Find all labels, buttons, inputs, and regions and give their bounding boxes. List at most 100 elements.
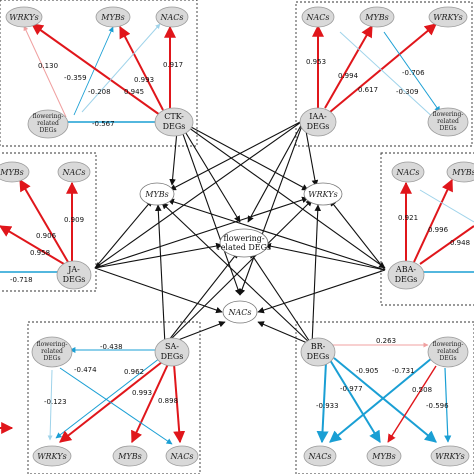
iaa-weight-4: 0.617 xyxy=(358,86,378,94)
svg-text:NACs: NACs xyxy=(169,452,193,461)
svg-text:related: related xyxy=(37,120,59,127)
ctk-weight-7: -0.567 xyxy=(92,120,115,128)
ja-weight-4: -0.718 xyxy=(10,276,33,284)
ctk-edges xyxy=(23,23,176,127)
ctk-hub-node: CTK- DEGs xyxy=(154,107,194,137)
ja-edges xyxy=(0,178,78,273)
iaa-weight-1: 0.953 xyxy=(306,58,326,66)
svg-text:flowering-: flowering- xyxy=(37,341,68,348)
svg-text:DEGs: DEGs xyxy=(63,275,86,284)
iaa-weight-3: -0.706 xyxy=(402,69,425,77)
br-weight-5: 0.508 xyxy=(412,386,432,394)
svg-text:IAA-: IAA- xyxy=(309,112,327,121)
svg-text:NACs: NACs xyxy=(61,168,85,177)
aba-edges xyxy=(400,178,474,273)
svg-text:WRKYs: WRKYs xyxy=(435,452,464,461)
iaa-weight-5: -0.309 xyxy=(396,88,419,96)
br-mybs-node: MYBs xyxy=(366,445,402,467)
svg-text:NACs: NACs xyxy=(307,452,331,461)
iaa-mybs-node: MYBs xyxy=(359,6,395,28)
br-edges xyxy=(316,342,452,444)
br-wrkys-node: WRKYs xyxy=(430,445,470,467)
aba-module-box xyxy=(380,152,474,306)
svg-text:WRKYs: WRKYs xyxy=(9,13,38,22)
sa-edges xyxy=(47,347,186,445)
svg-text:NACs: NACs xyxy=(227,308,251,317)
svg-text:flowering-: flowering- xyxy=(33,113,64,120)
ctk-flowering-node: flowering- related DEGs xyxy=(27,109,69,139)
svg-text:NACs: NACs xyxy=(395,168,419,177)
center-wrkys-node: WRKYs xyxy=(303,182,343,206)
svg-text:related: related xyxy=(437,348,459,355)
br-module-box xyxy=(295,321,474,474)
ja-weight-3: 0.958 xyxy=(30,249,50,257)
svg-text:SA-: SA- xyxy=(165,342,179,351)
sa-weight-6: -0.123 xyxy=(44,398,67,406)
br-weight-7: -0.596 xyxy=(426,402,449,410)
sa-hub-node: SA- DEGs xyxy=(154,337,190,367)
svg-text:WRKYs: WRKYs xyxy=(308,190,337,199)
svg-text:MYBs: MYBs xyxy=(0,168,24,177)
sa-module-box xyxy=(27,321,201,474)
iaa-hub-node: IAA- DEGs xyxy=(299,107,337,137)
svg-text:MYBs: MYBs xyxy=(100,13,124,22)
sa-weight-5: 0.898 xyxy=(158,397,178,405)
br-nacs-node: NACs xyxy=(303,445,337,467)
sa-weight-1: -0.438 xyxy=(100,343,123,351)
svg-text:MYBs: MYBs xyxy=(117,452,141,461)
ja-weight-1: 0.909 xyxy=(64,216,84,224)
center-flowering-node: flowering- related DEGs xyxy=(217,228,271,258)
aba-weight-3: 0.948 xyxy=(450,239,470,247)
svg-text:MYBs: MYBs xyxy=(144,190,168,199)
svg-text:ABA-: ABA- xyxy=(395,265,416,274)
ctk-weight-6: 0.945 xyxy=(124,88,144,96)
svg-text:DEGs: DEGs xyxy=(439,125,456,132)
sa-weight-3: 0.962 xyxy=(124,368,144,376)
svg-text:CTK-: CTK- xyxy=(164,112,184,121)
ja-module-box xyxy=(0,152,97,292)
aba-weight-1: 0.921 xyxy=(398,214,418,222)
ja-hub-node: JA- DEGs xyxy=(56,260,92,290)
sa-wrkys-node: WRKYs xyxy=(32,445,72,467)
ctk-weight-5: -0.208 xyxy=(88,88,111,96)
ctk-weight-4: 0.917 xyxy=(163,61,183,69)
ctk-nacs-node: NACs xyxy=(155,6,189,28)
svg-text:flowering-: flowering- xyxy=(433,111,464,118)
aba-nacs-node: NACs xyxy=(391,161,425,183)
br-weight-1: 0.263 xyxy=(376,337,396,345)
iaa-wrkys-node: WRKYs xyxy=(428,6,468,28)
svg-text:DEGs: DEGs xyxy=(439,355,456,362)
br-weight-3: -0.731 xyxy=(392,367,415,375)
ctk-weight-3: 0.993 xyxy=(134,76,154,84)
iaa-edges xyxy=(312,23,441,121)
br-hub-node: BR- DEGs xyxy=(300,337,336,367)
svg-text:DEGs: DEGs xyxy=(43,355,60,362)
aba-weight-2: 0.996 xyxy=(428,226,449,234)
svg-text:MYBs: MYBs xyxy=(364,13,388,22)
svg-text:WRKYs: WRKYs xyxy=(37,452,66,461)
sa-nacs-node: NACs xyxy=(165,445,199,467)
sa-mybs-node: MYBs xyxy=(112,445,148,467)
ja-weight-2: 0.906 xyxy=(36,232,57,240)
aba-mybs-node: MYBs xyxy=(446,161,474,183)
svg-text:flowering-: flowering- xyxy=(223,234,264,243)
iaa-module-box xyxy=(295,1,473,147)
svg-text:NACs: NACs xyxy=(305,13,329,22)
ctk-wrkys-node: WRKYs xyxy=(5,6,43,28)
ja-nacs-node: NACs xyxy=(57,161,91,183)
ctk-weight-2: -0.359 xyxy=(64,74,87,82)
svg-text:related: related xyxy=(41,348,63,355)
svg-text:DEGs: DEGs xyxy=(161,352,184,361)
br-weight-6: -0.933 xyxy=(316,402,339,410)
ctk-module-box xyxy=(0,0,198,147)
svg-text:NACs: NACs xyxy=(159,13,183,22)
svg-text:WRKYs: WRKYs xyxy=(433,13,462,22)
center-mybs-node: MYBs xyxy=(139,182,175,206)
iaa-flowering-node: flowering- related DEGs xyxy=(427,107,469,137)
svg-text:DEGs: DEGs xyxy=(395,275,418,284)
aba-hub-node: ABA- DEGs xyxy=(387,260,425,290)
svg-text:BR-: BR- xyxy=(311,342,326,351)
br-weight-4: -0.977 xyxy=(340,385,363,393)
ja-mybs-node: MYBs xyxy=(0,161,30,183)
